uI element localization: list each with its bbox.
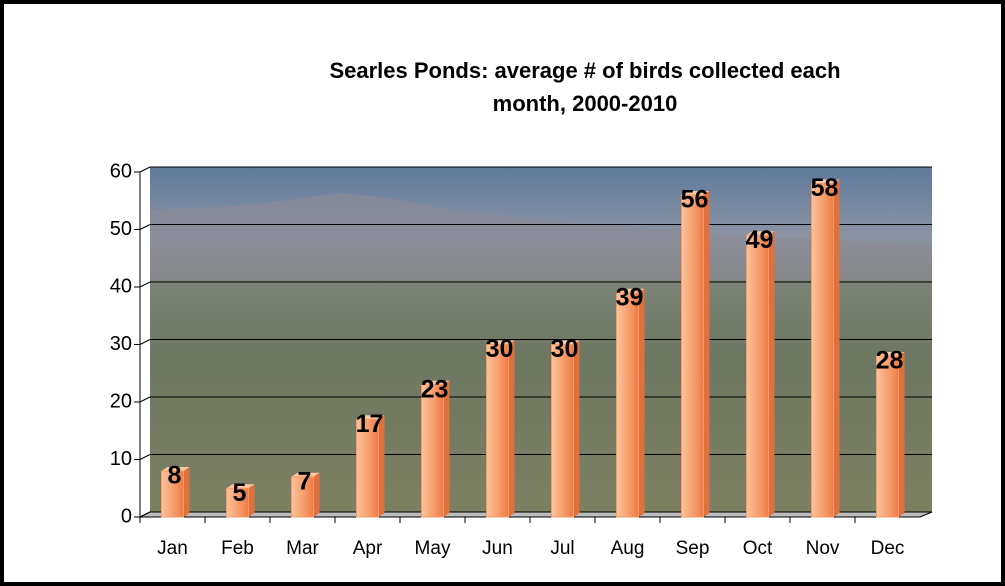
grid-line [139, 396, 151, 403]
bar-top [226, 484, 255, 489]
x-tick-label: Aug [611, 538, 645, 559]
bar-top [616, 288, 645, 293]
bar [291, 476, 314, 518]
bar-top [291, 472, 320, 477]
bar [551, 344, 574, 518]
grid-line [139, 454, 151, 460]
bar-top [421, 380, 450, 385]
data-label: 56 [681, 186, 709, 214]
bar-top [876, 352, 905, 356]
bar-side [898, 352, 905, 517]
bar-top [486, 340, 515, 345]
y-tick-label: 20 [110, 390, 132, 412]
data-label: 8 [168, 462, 182, 490]
x-tick-label: Apr [353, 538, 383, 559]
bar-side [313, 472, 320, 517]
data-label: 58 [811, 174, 839, 202]
x-tick-label: Sep [676, 538, 710, 559]
bar-side [833, 179, 840, 517]
bar [356, 418, 379, 518]
x-tick-label: Dec [871, 538, 905, 559]
bar [876, 355, 899, 518]
bar-top [681, 191, 710, 195]
x-tick-label: Jan [157, 538, 188, 559]
bar-top [356, 415, 385, 420]
x-tick-label: Oct [743, 538, 773, 559]
y-tick-label: 30 [110, 333, 132, 355]
data-label: 39 [616, 283, 644, 311]
bar [226, 487, 249, 518]
data-label: 7 [298, 467, 312, 495]
grid-line [139, 281, 151, 288]
data-label: 28 [876, 347, 904, 375]
x-tick-label: May [415, 538, 451, 559]
y-tick-label: 0 [121, 505, 132, 527]
bar-side [183, 467, 190, 517]
bar [421, 384, 444, 518]
x-tick-label: Jun [482, 538, 513, 559]
data-label: 30 [486, 335, 514, 363]
bar [616, 292, 639, 518]
x-tick-label: Feb [221, 538, 254, 559]
y-tick-label: 60 [110, 160, 132, 182]
grid-line [139, 224, 151, 230]
bar-side [248, 484, 255, 517]
data-label: 30 [551, 335, 579, 363]
data-label: 49 [746, 226, 774, 254]
bar-top [551, 340, 580, 345]
y-tick-label: 10 [110, 448, 132, 470]
bar-side [443, 380, 450, 517]
grid-line [139, 511, 151, 518]
bar-top [811, 179, 840, 184]
x-tick-label: Nov [806, 538, 840, 559]
y-tick-label: 50 [110, 218, 132, 240]
bar [811, 183, 834, 518]
bar-side [768, 231, 775, 517]
bar [161, 470, 184, 518]
data-label: 17 [356, 410, 384, 438]
bar [681, 194, 704, 518]
bar-top [161, 467, 190, 471]
bar [486, 344, 509, 518]
bar-top [746, 231, 775, 236]
data-label: 23 [421, 375, 449, 403]
chart-title: Searles Ponds: average # of birds collec… [329, 58, 840, 116]
x-tick-label: Mar [286, 538, 319, 559]
bar-side [638, 288, 645, 517]
bar [746, 234, 769, 518]
bar-side [378, 415, 385, 517]
x-tick-label: Jul [550, 538, 574, 559]
y-tick-label: 40 [110, 275, 132, 297]
grid-line [139, 339, 151, 345]
bar-side [573, 340, 580, 517]
bar-side [508, 340, 515, 517]
mountain [150, 193, 932, 280]
data-label: 5 [233, 479, 247, 507]
bar-side [703, 191, 710, 517]
grid-line [139, 166, 151, 173]
